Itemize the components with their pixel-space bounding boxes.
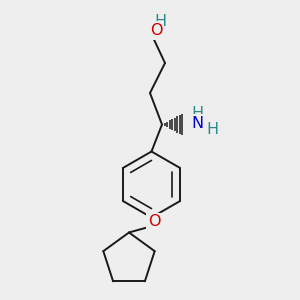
- Text: H: H: [154, 14, 166, 29]
- Text: O: O: [148, 214, 161, 230]
- Text: H: H: [206, 122, 218, 136]
- Text: H: H: [191, 106, 203, 121]
- Text: O: O: [150, 23, 162, 38]
- Text: N: N: [191, 116, 203, 130]
